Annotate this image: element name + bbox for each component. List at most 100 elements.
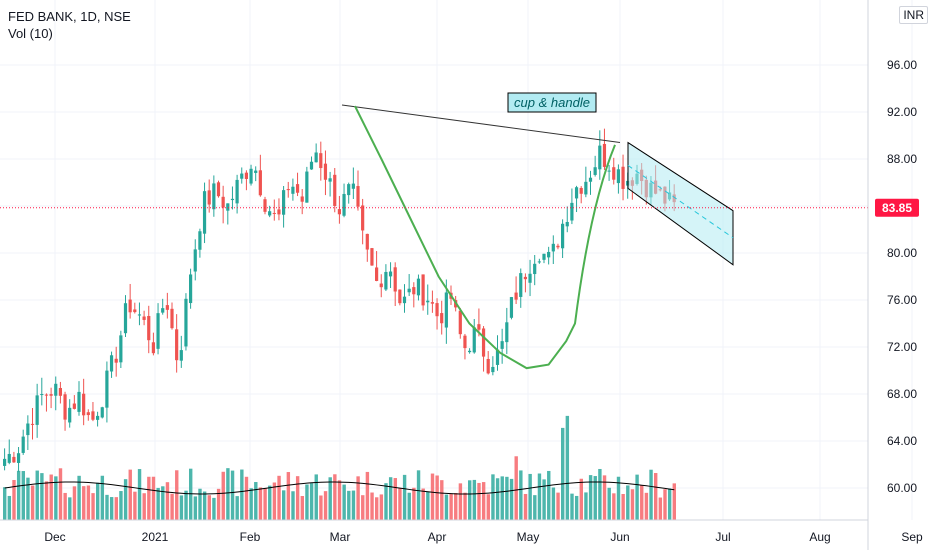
candle-body	[7, 453, 11, 463]
candle-body	[440, 313, 444, 324]
volume-bar	[268, 485, 272, 520]
candle-body	[375, 267, 379, 281]
candle-body	[556, 245, 560, 248]
candle-body	[598, 145, 602, 170]
volume-bar	[347, 490, 351, 520]
handle-channel	[627, 141, 734, 266]
candle-body	[202, 191, 207, 234]
volume-bar	[598, 468, 602, 520]
volume-bar	[142, 493, 146, 520]
x-tick-label: Dec	[44, 530, 65, 544]
volume-bar	[402, 474, 407, 520]
candle-body	[398, 289, 402, 304]
candle-body	[286, 189, 290, 191]
volume-bar	[86, 485, 91, 520]
candle-body	[342, 193, 346, 216]
candle-body	[388, 271, 393, 277]
y-tick-label: 92.00	[887, 105, 917, 119]
pattern-label: cup & handle	[514, 95, 590, 110]
candle-body	[133, 309, 137, 313]
volume-bars	[3, 415, 676, 520]
volume-bar	[12, 479, 16, 520]
volume-bar	[621, 493, 625, 520]
volume-bar	[161, 486, 165, 520]
volume-bar	[295, 476, 300, 520]
volume-bar	[54, 476, 58, 520]
candle-body	[314, 152, 318, 163]
candle-body	[175, 329, 179, 361]
volume-bar	[226, 468, 230, 520]
candle-body	[477, 324, 481, 330]
currency-label[interactable]: INR	[899, 6, 928, 24]
volume-bar	[72, 486, 77, 520]
x-tick-label: Mar	[330, 530, 351, 544]
volume-bar	[537, 473, 542, 520]
candle-body	[468, 350, 472, 353]
volume-ma-line	[4, 481, 675, 495]
candle-body	[86, 412, 90, 416]
volume-bar	[658, 497, 663, 520]
volume-bar	[216, 488, 221, 520]
volume-bar	[593, 476, 597, 520]
volume-bar	[68, 497, 72, 520]
candle-body	[416, 278, 421, 296]
candle-body	[221, 196, 225, 208]
candle-body	[96, 415, 100, 420]
volume-bar	[616, 476, 621, 520]
candle-body	[277, 209, 281, 215]
volume-bar	[356, 476, 360, 520]
volume-bar	[523, 493, 528, 520]
volume-bar	[412, 487, 416, 520]
candle-body	[230, 198, 235, 201]
candle-body	[21, 436, 25, 453]
candle-body	[523, 276, 527, 280]
volume-bar	[323, 491, 328, 520]
volume-bar	[277, 475, 281, 520]
candle-body	[91, 411, 95, 420]
volume-bar	[230, 470, 235, 520]
volume-bar	[574, 495, 579, 520]
volume-bar	[556, 492, 560, 520]
volume-bar	[263, 488, 267, 520]
volume-bar	[533, 495, 537, 520]
candle-body	[565, 221, 569, 227]
candle-body	[44, 394, 49, 396]
symbol-title[interactable]: FED BANK, 1D, NSE	[8, 9, 131, 24]
volume-bar	[175, 470, 179, 520]
candle-body	[351, 183, 355, 189]
volume-bar	[672, 483, 676, 520]
volume-bar	[30, 485, 35, 520]
volume-bar	[500, 476, 504, 520]
volume-bar	[509, 478, 514, 520]
candle-body	[68, 407, 72, 423]
candle-body	[579, 187, 583, 194]
chart-legend: FED BANK, 1D, NSE Vol (10)	[8, 8, 131, 42]
volume-bar	[282, 490, 286, 520]
x-tick-label: Aug	[809, 530, 830, 544]
volume-bar	[96, 482, 100, 520]
volume-bar	[430, 473, 435, 520]
volume-bar	[602, 475, 607, 520]
volume-bar	[305, 484, 309, 520]
volume-bar	[416, 470, 421, 520]
volume-bar	[565, 415, 570, 520]
volume-bar	[370, 492, 374, 520]
volume-bar	[444, 494, 449, 520]
volume-bar	[588, 475, 593, 520]
candle-body	[235, 179, 239, 204]
candle-body	[347, 184, 351, 196]
volume-bar	[630, 489, 635, 520]
volume-bar	[342, 484, 346, 520]
candle-body	[421, 274, 425, 306]
volume-bar	[40, 473, 44, 520]
volume-bar	[207, 495, 211, 520]
y-tick-label: 96.00	[887, 58, 917, 72]
candle-body	[547, 251, 551, 258]
candle-body	[602, 143, 607, 167]
candle-body	[105, 370, 109, 408]
volume-bar	[26, 477, 30, 520]
candle-body	[216, 182, 221, 197]
volume-indicator-label[interactable]: Vol (10)	[8, 26, 53, 41]
